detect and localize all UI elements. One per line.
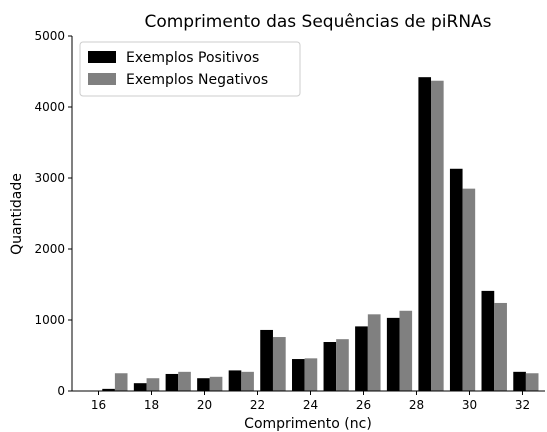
y-tick-label: 3000 bbox=[34, 171, 65, 185]
bar bbox=[494, 302, 507, 391]
bar bbox=[513, 371, 526, 391]
bar bbox=[386, 317, 400, 391]
y-tick-label: 0 bbox=[57, 384, 65, 398]
y-tick-label: 2000 bbox=[34, 242, 65, 256]
legend-swatch bbox=[88, 51, 116, 63]
y-tick-label: 5000 bbox=[34, 29, 65, 43]
x-tick-label: 30 bbox=[462, 398, 477, 412]
chart-title: Comprimento das Sequências de piRNAs bbox=[144, 12, 491, 32]
bar bbox=[418, 77, 432, 392]
bar bbox=[197, 378, 210, 391]
x-tick-label: 22 bbox=[250, 398, 265, 412]
bar bbox=[462, 188, 476, 391]
y-axis-label: Quantidade bbox=[9, 173, 25, 255]
bar bbox=[146, 378, 160, 391]
x-tick-label: 28 bbox=[409, 398, 424, 412]
bar bbox=[525, 373, 539, 391]
bar bbox=[178, 371, 191, 391]
bar bbox=[292, 359, 305, 391]
bar bbox=[209, 376, 223, 391]
x-tick-label: 32 bbox=[515, 398, 530, 412]
bar bbox=[114, 373, 128, 391]
legend-swatch bbox=[88, 73, 116, 85]
bar bbox=[355, 326, 368, 391]
bar bbox=[260, 329, 273, 391]
bar bbox=[481, 290, 495, 391]
x-tick-label: 16 bbox=[91, 398, 106, 412]
x-tick-label: 24 bbox=[303, 398, 318, 412]
bar bbox=[336, 339, 349, 391]
legend-label: Exemplos Negativos bbox=[126, 72, 268, 88]
bar bbox=[399, 310, 413, 391]
bar bbox=[165, 373, 179, 391]
x-tick-label: 26 bbox=[356, 398, 371, 412]
y-tick-label: 1000 bbox=[34, 313, 65, 327]
bar bbox=[228, 370, 242, 391]
legend-box bbox=[79, 41, 301, 97]
bar bbox=[431, 80, 444, 391]
x-axis-label: Comprimento (nc) bbox=[244, 416, 372, 432]
legend-label: Exemplos Positivos bbox=[126, 50, 259, 66]
bar bbox=[272, 337, 286, 391]
bar bbox=[241, 371, 254, 391]
bar bbox=[449, 168, 463, 391]
y-tick-label: 4000 bbox=[34, 100, 65, 114]
bar bbox=[367, 314, 381, 391]
bar bbox=[304, 358, 318, 391]
bar bbox=[102, 388, 115, 391]
x-tick-label: 18 bbox=[144, 398, 159, 412]
x-tick-label: 20 bbox=[197, 398, 212, 412]
bar bbox=[323, 342, 337, 391]
bar bbox=[133, 383, 147, 391]
